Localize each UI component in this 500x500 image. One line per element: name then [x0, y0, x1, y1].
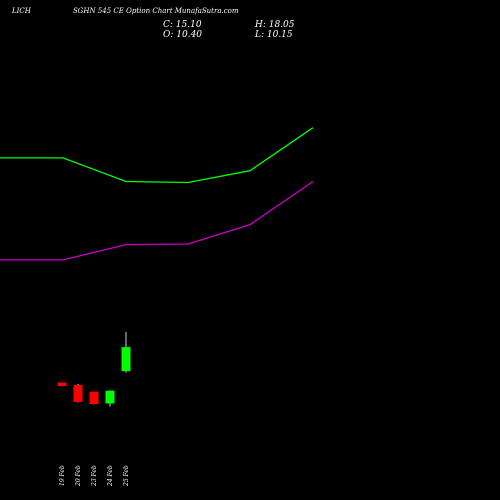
candle-body — [57, 382, 67, 387]
candle-body — [105, 390, 115, 404]
x-tick-label: 23 Feb — [91, 465, 98, 486]
x-tick-label: 20 Feb — [75, 465, 82, 486]
candle — [121, 332, 131, 373]
candle — [57, 382, 67, 387]
candle-body — [121, 347, 131, 372]
candle — [89, 391, 99, 405]
low-price: L: 10.15 — [255, 30, 293, 40]
close-price: C: 15.10 — [163, 20, 202, 30]
candle-body — [73, 385, 83, 402]
upper-line — [0, 127, 314, 184]
x-tick-label: 24 Feb — [107, 465, 114, 486]
x-tick-label: 25 Feb — [123, 465, 130, 486]
candle-body — [89, 391, 99, 404]
lower-line — [0, 180, 314, 261]
high-price: H: 18.05 — [255, 20, 295, 30]
x-tick-label: 19 Feb — [59, 465, 66, 486]
candle — [73, 384, 83, 403]
open-price: O: 10.40 — [163, 30, 203, 40]
candle — [105, 390, 115, 407]
chart-subtitle: SGHN 545 CE Option Chart MunafaSutra.com — [73, 7, 239, 15]
candlesticks — [57, 332, 131, 407]
indicator-lines — [0, 127, 314, 261]
chart-symbol: LICH — [12, 7, 31, 15]
